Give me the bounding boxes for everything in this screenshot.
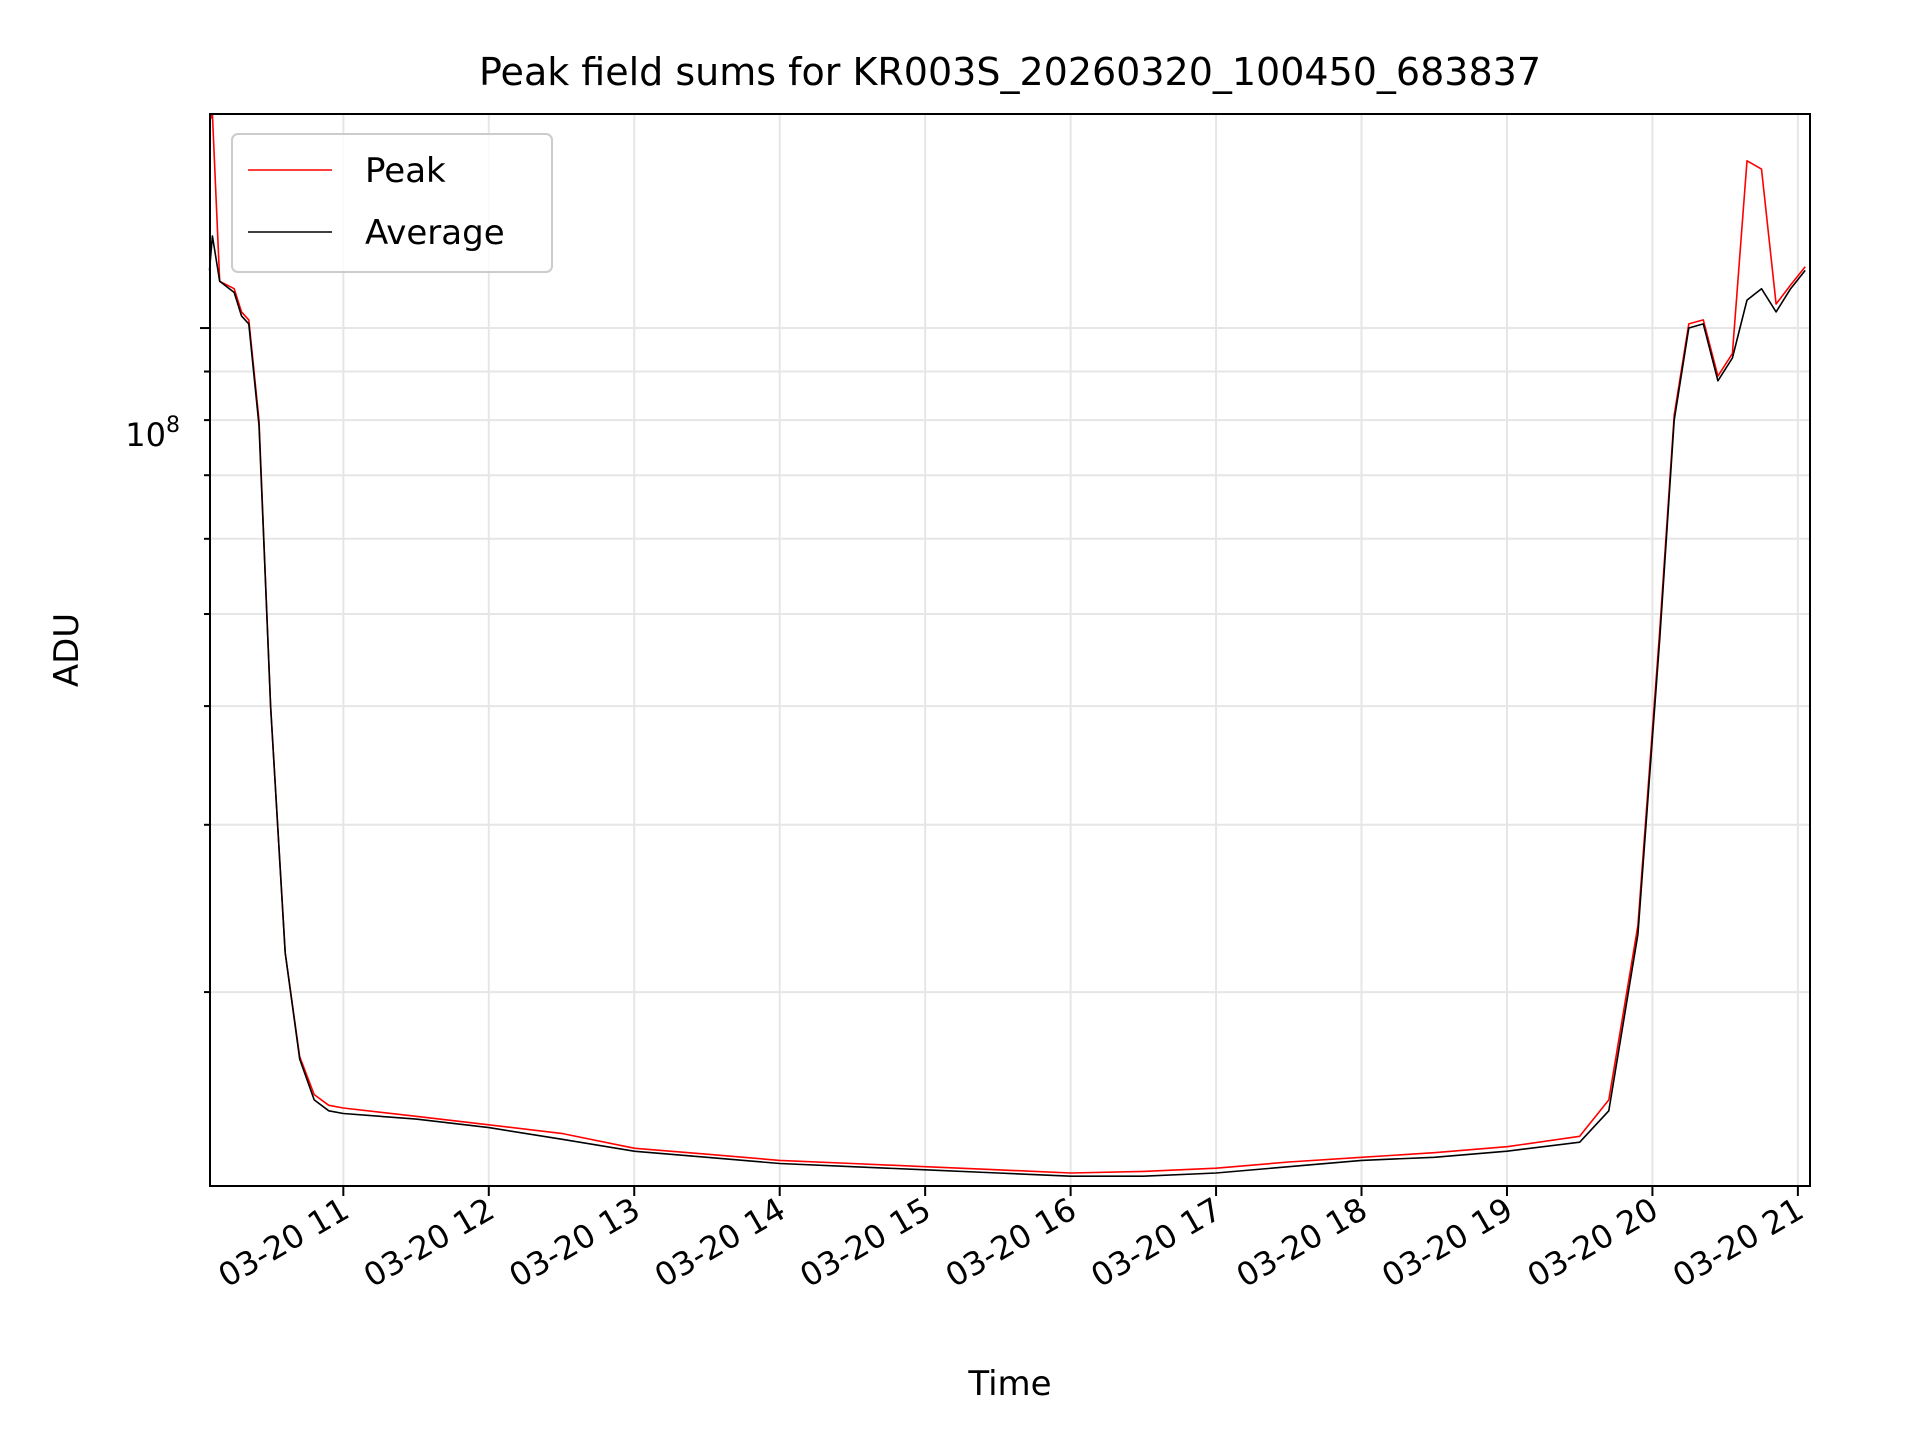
y-axis: 108: [125, 327, 210, 994]
legend-label-average: Average: [365, 213, 505, 253]
legend-label-peak: Peak: [365, 151, 446, 191]
plot-frame: [209, 113, 1811, 1187]
grid: [210, 114, 1810, 1186]
chart-title: Peak field sums for KR003S_20260320_1004…: [479, 50, 1541, 94]
legend-box: [231, 133, 553, 273]
y-tick-label-1e8: 108: [125, 413, 180, 454]
y-tick-base: 10: [125, 416, 166, 454]
y-axis-label: ADU: [47, 613, 87, 687]
legend: Peak Average: [231, 133, 553, 273]
x-axis-label: Time: [967, 1364, 1051, 1404]
y-tick-exponent: 8: [166, 413, 180, 438]
plot-area: [208, 113, 1806, 1177]
series-line-average: [208, 235, 1806, 1177]
